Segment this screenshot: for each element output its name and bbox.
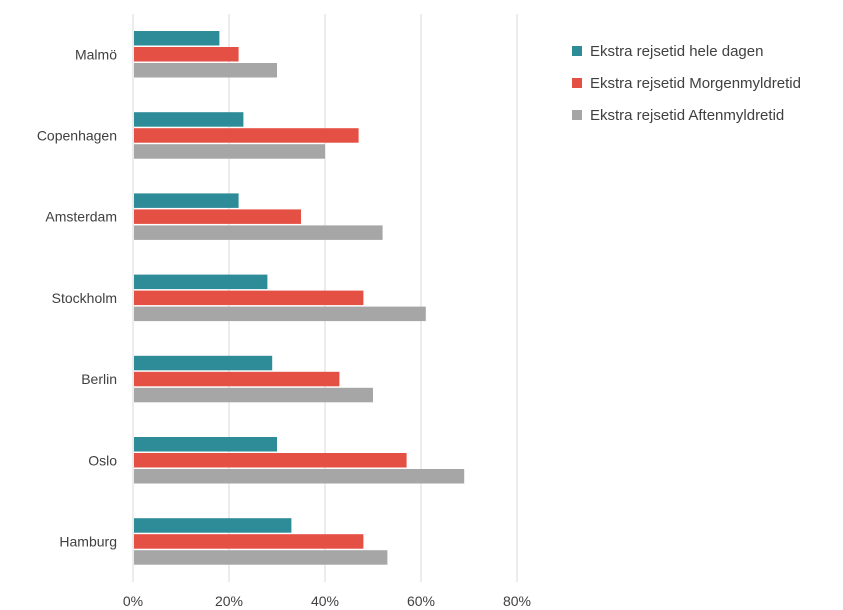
legend-item-morgenmyldretid: Ekstra rejsetid Morgenmyldretid <box>572 72 801 94</box>
x-tick-label: 60% <box>407 593 435 609</box>
legend: Ekstra rejsetid hele dagen Ekstra rejset… <box>572 40 801 136</box>
category-label: Oslo <box>88 452 117 468</box>
x-tick-label: 80% <box>503 593 531 609</box>
legend-item-aftenmyldretid: Ekstra rejsetid Aftenmyldretid <box>572 104 801 126</box>
bar-berlin-series-2 <box>134 371 340 387</box>
bar-oslo-series-1 <box>134 437 277 452</box>
bar-berlin-series-3 <box>134 387 373 403</box>
bar-copenhagen-series-3 <box>134 144 325 159</box>
bars <box>134 31 465 565</box>
bar-copenhagen-series-1 <box>134 112 244 127</box>
legend-item-hele-dagen: Ekstra rejsetid hele dagen <box>572 40 801 62</box>
bar-malm-series-1 <box>134 31 220 46</box>
category-labels: Malmö Copenhagen Amsterdam Stockholm Berlin O… <box>37 46 117 549</box>
bar-oslo-series-2 <box>134 453 407 468</box>
legend-swatch <box>572 110 582 120</box>
bar-oslo-series-3 <box>134 469 465 484</box>
category-label: Berlin <box>81 371 117 387</box>
bar-stockholm-series-2 <box>134 290 364 306</box>
legend-swatch <box>572 78 582 88</box>
bar-berlin-series-1 <box>134 355 273 371</box>
legend-label: Ekstra rejsetid hele dagen <box>590 42 764 60</box>
x-tick-label: 0% <box>123 593 143 609</box>
x-tick-label: 20% <box>215 593 243 609</box>
bar-amsterdam-series-1 <box>134 193 239 208</box>
category-label: Copenhagen <box>37 127 117 143</box>
legend-label: Ekstra rejsetid Morgenmyldretid <box>590 74 801 92</box>
x-tick-labels: 0% 20% 40% 60% 80% <box>123 593 531 609</box>
bar-amsterdam-series-2 <box>134 209 301 224</box>
bar-amsterdam-series-3 <box>134 225 383 240</box>
category-label: Malmö <box>75 46 117 62</box>
bar-stockholm-series-1 <box>134 274 268 290</box>
bar-hamburg-series-2 <box>134 534 364 549</box>
bar-malm-series-2 <box>134 47 239 62</box>
legend-swatch <box>572 46 582 56</box>
bar-hamburg-series-3 <box>134 550 388 565</box>
bar-hamburg-series-1 <box>134 518 292 533</box>
category-label: Stockholm <box>52 290 117 306</box>
bar-stockholm-series-3 <box>134 306 426 322</box>
bar-copenhagen-series-2 <box>134 128 359 143</box>
category-label: Amsterdam <box>45 209 117 225</box>
legend-label: Ekstra rejsetid Aftenmyldretid <box>590 106 785 124</box>
bar-malm-series-3 <box>134 63 277 78</box>
x-tick-label: 40% <box>311 593 339 609</box>
category-label: Hamburg <box>59 533 117 549</box>
